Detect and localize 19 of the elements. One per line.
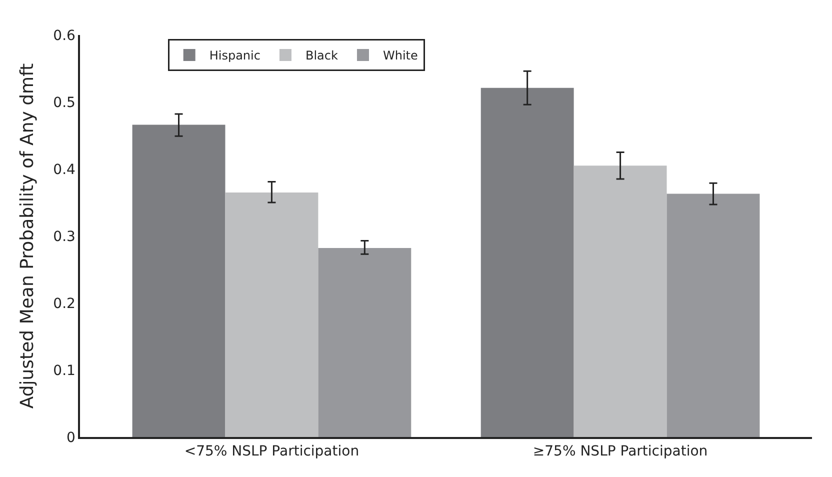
y-tick-label: 0 bbox=[66, 430, 76, 446]
y-tick-label: 0.1 bbox=[53, 362, 76, 379]
y-tick-label: 0.2 bbox=[53, 296, 76, 312]
y-axis-title: Adjusted Mean Probability of Any dmft bbox=[16, 63, 38, 409]
legend-label: Hispanic bbox=[209, 48, 260, 63]
bar bbox=[225, 192, 318, 437]
bar bbox=[666, 194, 760, 437]
y-tick-label: 0.6 bbox=[53, 28, 76, 44]
legend-label: White bbox=[382, 48, 418, 63]
bar bbox=[318, 248, 412, 437]
y-tick-label: 0.4 bbox=[53, 162, 76, 178]
y-tick-label: 0.3 bbox=[53, 228, 76, 245]
legend-label: Black bbox=[305, 48, 338, 63]
bar bbox=[132, 124, 226, 437]
x-tick-label: <75% NSLP Participation bbox=[184, 444, 360, 460]
y-tick-label: 0.5 bbox=[53, 94, 76, 111]
bar bbox=[574, 166, 667, 437]
x-tick-label: ≥75% NSLP Participation bbox=[532, 444, 708, 460]
bar bbox=[480, 88, 574, 437]
